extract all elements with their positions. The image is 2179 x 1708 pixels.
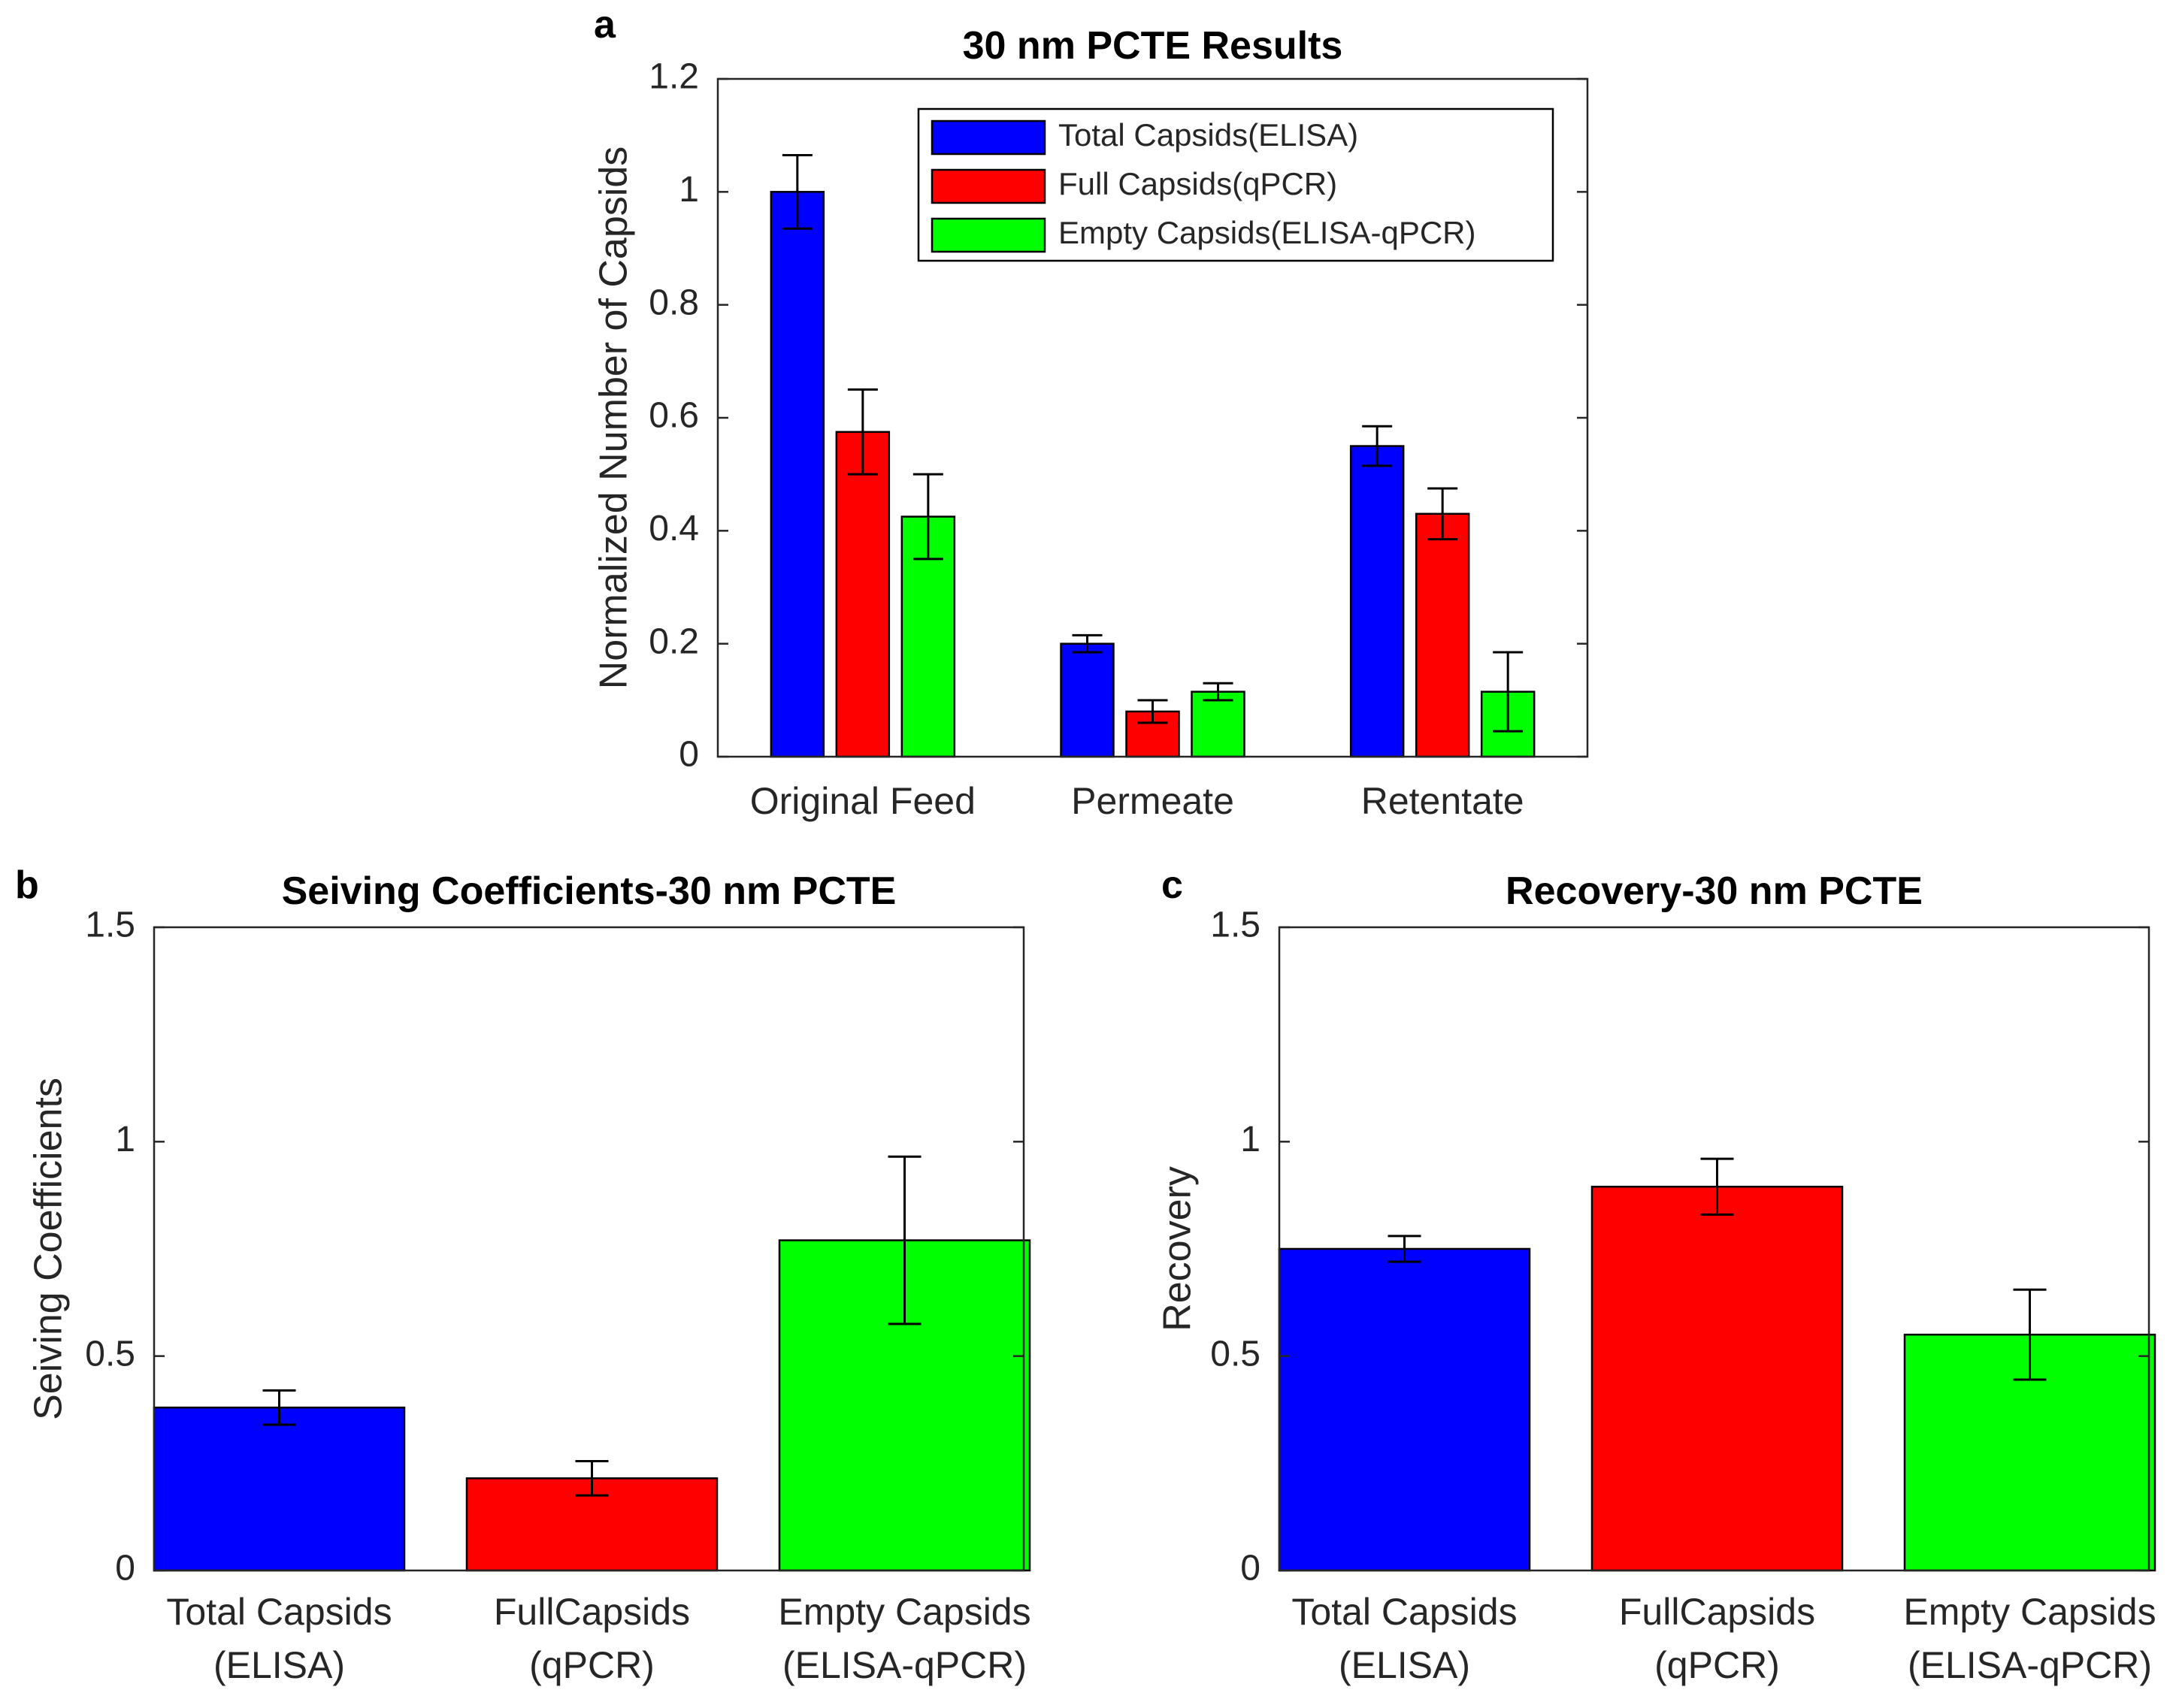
panel-letter-a: a [594,3,616,47]
y-tick-label: 0 [679,735,699,775]
bar [153,1406,406,1572]
y-axis-label: Seiving Coefficients [27,1078,71,1420]
x-tick-label: (ELISA-qPCR) [1908,1644,2152,1686]
legend-swatch [931,217,1046,253]
x-tick-label: Original Feed [750,780,976,822]
y-tick-label: 0 [1240,1549,1260,1589]
x-tick-label: FullCapsids [1619,1591,1815,1633]
x-tick-label: FullCapsids [494,1591,690,1633]
x-tick-label: (qPCR) [1654,1644,1780,1686]
y-tick-label: 0.5 [85,1334,135,1374]
x-tick-label: Total Capsids [1291,1591,1517,1633]
panel-letter-b: b [15,863,39,907]
x-tick-label: (ELISA) [1339,1644,1470,1686]
bar [1060,642,1115,758]
legend-swatch [931,168,1046,204]
axes-frame [716,77,1589,758]
y-tick-label: 1.2 [649,57,699,97]
y-tick-label: 0.2 [649,621,699,661]
x-tick-label: (ELISA-qPCR) [782,1644,1027,1686]
x-tick-label: Total Capsids [166,1591,392,1633]
bar [1278,1247,1531,1572]
y-tick-label: 1.5 [1210,905,1260,945]
y-tick-label: 1 [1240,1120,1260,1159]
bar [835,431,891,758]
y-tick-label: 0 [115,1549,135,1589]
legend-entry: Full Capsids(qPCR) [1058,166,1337,201]
y-axis-label: Normalized Number of Capsids [592,147,636,690]
y-tick-label: 0.6 [649,396,699,436]
axes-frame [1278,926,2150,1572]
legend: Total Capsids(ELISA) Full Capsids(qPCR) Em… [917,107,1554,262]
bar [1415,512,1470,758]
legend-entry: Empty Capsids(ELISA-qPCR) [1058,215,1476,250]
x-tick-label: (ELISA) [213,1644,345,1686]
bar [1191,691,1245,758]
bar [1349,445,1405,758]
x-tick-label: Empty Capsids [778,1591,1030,1633]
chart-title: Recovery-30 nm PCTE [1506,869,1923,913]
x-tick-label: Retentate [1361,780,1524,822]
panel-letter-c: c [1161,863,1183,907]
chart-title: 30 nm PCTE Results [963,24,1343,68]
y-tick-label: 1 [115,1120,135,1159]
bar [1590,1186,1844,1572]
chart-title: Seiving Coefficients-30 nm PCTE [282,869,897,913]
y-tick-label: 0.4 [649,509,699,549]
y-tick-label: 1.5 [85,905,135,945]
axes-frame [153,926,1025,1572]
x-tick-label: Permeate [1071,780,1234,822]
x-tick-label: Empty Capsids [1903,1591,2156,1633]
legend-entry: Total Capsids(ELISA) [1058,117,1358,153]
y-tick-label: 0.8 [649,283,699,322]
legend-swatch [931,119,1046,156]
y-tick-label: 0.5 [1210,1334,1260,1374]
x-tick-label: (qPCR) [529,1644,655,1686]
y-axis-label: Recovery [1156,1166,1200,1332]
panel-c-chart: c Recovery-30 nm PCTE Recovery Total Capsid… [1156,863,2156,1686]
panel-b-chart: b Seiving Coefficients-30 nm PCTE Seiving … [15,863,1031,1686]
bar [770,191,825,758]
y-tick-label: 1 [679,170,699,210]
panel-a-chart: a 30 nm PCTE Results Normalized Number of … [592,3,1589,822]
